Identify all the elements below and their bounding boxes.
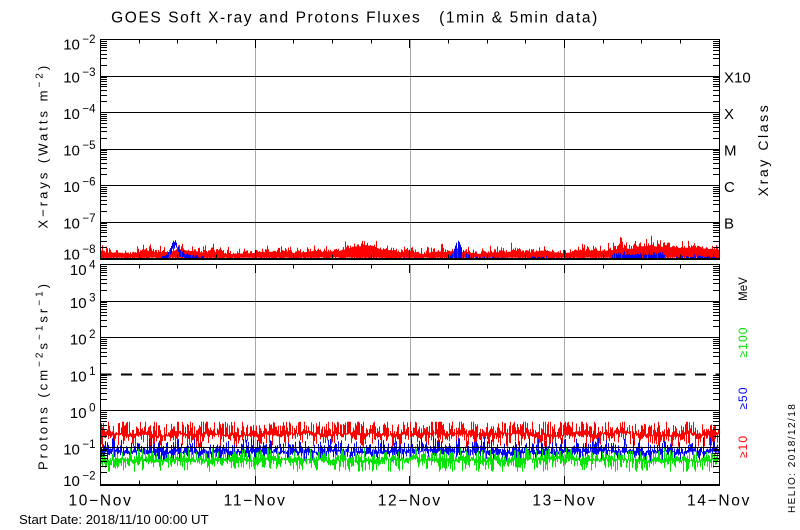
svg-text:13−Nov: 13−Nov — [532, 493, 596, 510]
svg-text:C: C — [724, 179, 735, 196]
svg-text:Protons (cm−2s−1sr−1): Protons (cm−2s−1sr−1) — [35, 281, 51, 470]
svg-text:102: 10 2 — [70, 329, 96, 349]
svg-text:104: 10 4 — [70, 260, 96, 280]
svg-text:≥100: ≥100 — [736, 326, 750, 357]
svg-text:103: 10 3 — [70, 293, 96, 313]
svg-text:10−6: 10 −6 — [63, 177, 95, 197]
svg-text:10−4: 10 −4 — [63, 104, 96, 124]
svg-text:GOES Soft X-ray and Protons Fl: GOES Soft X-ray and Protons Fluxes (1min… — [111, 10, 599, 27]
svg-text:HELIO: 2018/12/18: HELIO: 2018/12/18 — [787, 403, 798, 513]
svg-text:10−Nov: 10−Nov — [68, 493, 132, 510]
svg-text:101: 10 1 — [70, 366, 96, 386]
svg-text:X−rays (Watts m−2): X−rays (Watts m−2) — [35, 63, 51, 229]
svg-text:10−1: 10 −1 — [63, 439, 95, 459]
svg-text:10−5: 10 −5 — [63, 140, 95, 160]
svg-text:10−8: 10 −8 — [63, 244, 95, 264]
svg-text:12−Nov: 12−Nov — [378, 493, 442, 510]
svg-text:≥50: ≥50 — [736, 386, 750, 409]
svg-text:10−7: 10 −7 — [63, 213, 95, 233]
svg-text:X: X — [724, 106, 734, 123]
svg-text:10−3: 10 −3 — [63, 67, 95, 87]
svg-text:X10: X10 — [724, 69, 751, 86]
svg-text:14−Nov: 14−Nov — [687, 493, 751, 510]
svg-text:10−2: 10 −2 — [63, 34, 95, 54]
svg-text:B: B — [724, 215, 734, 232]
svg-text:100: 10 0 — [70, 402, 96, 422]
svg-text:Start Date: 2018/11/10 00:00 U: Start Date: 2018/11/10 00:00 UT — [19, 512, 209, 527]
svg-text:M: M — [724, 142, 737, 159]
svg-text:Xray Class: Xray Class — [755, 103, 771, 197]
svg-text:10−2: 10 −2 — [63, 471, 95, 491]
svg-text:11−Nov: 11−Nov — [224, 493, 287, 510]
svg-text:≥10: ≥10 — [736, 435, 750, 458]
svg-text:MeV: MeV — [738, 277, 750, 301]
